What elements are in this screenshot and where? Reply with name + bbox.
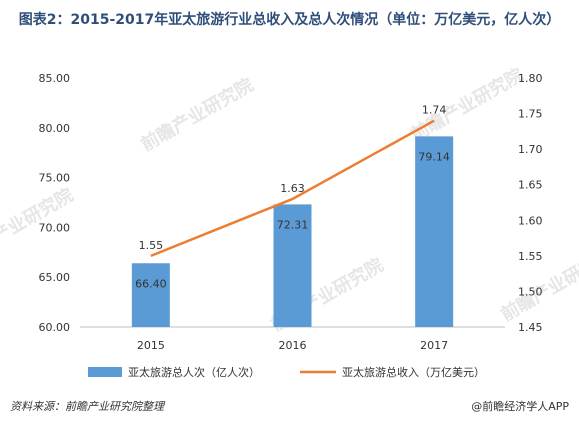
- bar-data-label: 66.40: [135, 277, 167, 290]
- y-right-tick-label: 1.70: [518, 143, 543, 156]
- y-right-tick-label: 1.75: [518, 108, 543, 121]
- legend-layer: 亚太旅游总人次（亿人次） 亚太旅游总收入（万亿美元）: [88, 365, 485, 379]
- y-right-tick-label: 1.55: [518, 250, 543, 263]
- y-left-tick-label: 75.00: [39, 172, 71, 185]
- line-series: [150, 119, 435, 258]
- y-right-tick-label: 1.50: [518, 285, 543, 298]
- y-left-tick-label: 65.00: [39, 271, 71, 284]
- y-left-tick-label: 60.00: [39, 321, 71, 334]
- y-right-tick-label: 1.45: [518, 321, 543, 334]
- y-left-tick-label: 80.00: [39, 122, 71, 135]
- line-data-label: 1.55: [139, 239, 164, 252]
- legend-swatch-bar: [88, 367, 122, 377]
- bar-data-label: 79.14: [418, 150, 450, 163]
- y-right-tick-label: 1.60: [518, 214, 543, 227]
- bar-data-label: 72.31: [277, 218, 309, 231]
- x-tick-label: 2015: [137, 339, 165, 352]
- brand-label: @前瞻经济学人APP: [471, 400, 569, 413]
- bars-layer: [131, 136, 454, 327]
- watermark-text: 前瞻产业研究院: [137, 74, 257, 156]
- y-right-tick-label: 1.65: [518, 179, 543, 192]
- line-data-label: 1.74: [422, 104, 447, 117]
- labels-layer: 66.40 72.31 79.14 1.55 1.63 1.74: [135, 104, 450, 291]
- y-left-tick-label: 85.00: [39, 72, 71, 85]
- line-layer: [150, 119, 435, 258]
- chart-title: 图表2：2015-2017年亚太旅游行业总收入及总人次情况（单位：万亿美元，亿人…: [18, 12, 561, 28]
- y-left-tick-label: 70.00: [39, 221, 71, 234]
- bar: [131, 263, 170, 327]
- bar: [415, 136, 454, 327]
- x-tick-label: 2016: [279, 339, 307, 352]
- y-right-tick-label: 1.80: [518, 72, 543, 85]
- legend-label-line: 亚太旅游总收入（万亿美元）: [342, 365, 485, 379]
- x-tick-label: 2017: [420, 339, 448, 352]
- line-data-label: 1.63: [280, 182, 305, 195]
- bar: [273, 204, 312, 327]
- legend-label-bar: 亚太旅游总人次（亿人次）: [128, 365, 260, 379]
- source-note: 资料来源：前瞻产业研究院整理: [10, 400, 164, 413]
